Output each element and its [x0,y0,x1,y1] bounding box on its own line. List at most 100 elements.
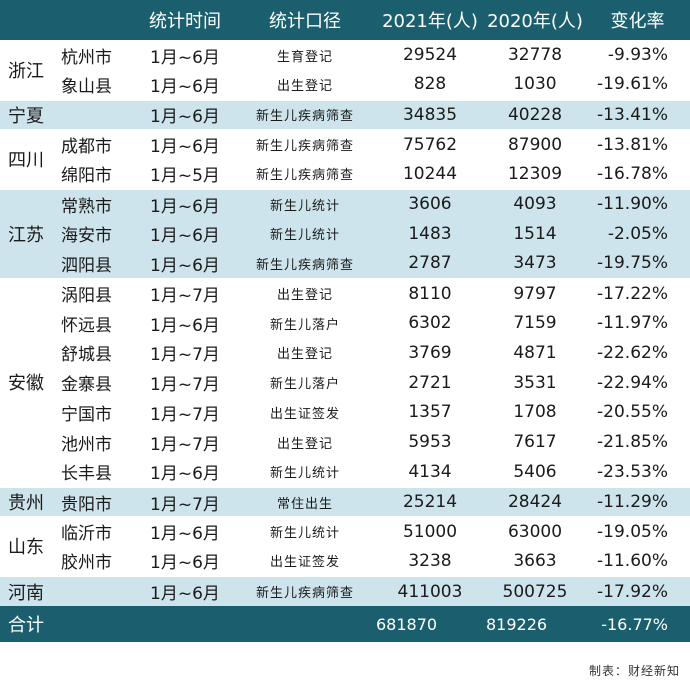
table-row: 宁夏 1月~6月 新生儿疾病筛查 34835 40228 -13.41% [0,98,690,130]
total-2020: 819226 [485,606,585,643]
change-cell: -19.61% [585,69,690,100]
caliber-cell: 出生登记 [235,337,375,368]
city-cell: 金寨县 [55,367,135,398]
table-row: 贵州 贵阳市 1月~7月 常住出生 25214 28424 -11.29% [0,485,690,517]
caliber-cell: 出生登记 [235,277,375,309]
change-cell: -2.05% [585,218,690,249]
value-2020-cell: 1030 [485,69,585,100]
header-province [0,0,55,40]
city-cell: 绵阳市 [55,159,135,189]
city-cell: 舒城县 [55,337,135,368]
city-cell: 涡阳县 [55,277,135,309]
time-cell: 1月~6月 [135,128,235,160]
value-2021-cell: 2787 [375,248,485,279]
city-cell [55,575,135,607]
time-cell: 1月~6月 [135,98,235,130]
table-row: 池州市 1月~7月 出生登记 5953 7617 -21.85% [0,427,690,458]
header-city [55,0,135,40]
value-2020-cell: 87900 [485,128,585,160]
time-cell: 1月~6月 [135,187,235,219]
change-cell: -11.29% [585,485,690,517]
table-row: 象山县 1月~6月 出生登记 828 1030 -19.61% [0,69,690,100]
value-2020-cell: 4093 [485,187,585,219]
value-2021-cell: 34835 [375,98,485,130]
value-2020-cell: 9797 [485,277,585,309]
time-cell: 1月~6月 [135,516,235,547]
table-body: 浙江 杭州市 1月~6月 生育登记 29524 32778 -9.93% 象山县 1月~6月 出生… [0,39,690,607]
value-2020-cell: 1514 [485,218,585,249]
change-cell: -11.90% [585,187,690,219]
city-cell: 贵阳市 [55,485,135,517]
time-cell: 1月~6月 [135,575,235,607]
value-2021-cell: 3606 [375,187,485,219]
table-row: 四川 成都市 1月~6月 新生儿疾病筛查 75762 87900 -13.81% [0,128,690,189]
total-label: 合计 [0,606,375,643]
table-row: 金寨县 1月~7月 新生儿落户 2721 3531 -22.94% [0,367,690,398]
births-table: 统计时间 统计口径 2021年(人) 2020年(人) 变化率 浙江 杭州市 1月~… [0,0,690,643]
caliber-cell: 新生儿统计 [235,516,375,547]
value-2021-cell: 51000 [375,516,485,547]
caliber-cell: 出生证签发 [235,397,375,428]
time-cell: 1月~5月 [135,159,235,189]
total-row: 合计 681870 819226 -16.77% [0,606,690,643]
header-row: 统计时间 统计口径 2021年(人) 2020年(人) 变化率 [0,0,690,40]
caliber-cell: 新生儿统计 [235,187,375,219]
value-2020-cell: 7159 [485,308,585,338]
caliber-cell: 新生儿疾病筛查 [235,159,375,189]
caliber-cell: 新生儿疾病筛查 [235,248,375,279]
time-cell: 1月~7月 [135,427,235,458]
table-row: 胶州市 1月~6月 出生证签发 3238 3663 -11.60% [0,546,690,577]
table-row: 安徽 涡阳县 1月~7月 出生登记 8110 9797 -17.22% [0,277,690,487]
table-row: 海安市 1月~6月 新生儿统计 1483 1514 -2.05% [0,218,690,249]
value-2020-cell: 3663 [485,546,585,577]
table-row: 绵阳市 1月~5月 新生儿疾病筛查 10244 12309 -16.78% [0,159,690,189]
time-cell: 1月~6月 [135,546,235,577]
province-cell: 贵州 [0,485,55,517]
caliber-cell: 出生证签发 [235,546,375,577]
city-cell: 宁国市 [55,397,135,428]
value-2021-cell: 3238 [375,546,485,577]
city-cell: 海安市 [55,218,135,249]
time-cell: 1月~6月 [135,308,235,338]
header-caliber: 统计口径 [269,10,341,32]
table-row: 泗阳县 1月~6月 新生儿疾病筛查 2787 3473 -19.75% [0,248,690,279]
table-row: 怀远县 1月~6月 新生儿落户 6302 7159 -11.97% [0,308,690,338]
change-cell: -17.92% [585,575,690,607]
header-2020: 2020年(人) [487,10,583,32]
table-row: 山东 临沂市 1月~6月 新生儿统计 51000 63000 -19.05% [0,516,690,577]
city-cell: 泗阳县 [55,248,135,279]
value-2021-cell: 4134 [375,457,485,487]
time-cell: 1月~7月 [135,337,235,368]
city-cell: 常熟市 [55,187,135,219]
province-cell: 山东 [0,516,55,577]
value-2021-cell: 5953 [375,427,485,458]
change-cell: -13.81% [585,128,690,160]
time-cell: 1月~6月 [135,457,235,487]
total-change: -16.77% [585,606,690,643]
time-cell: 1月~6月 [135,248,235,279]
value-2021-cell: 10244 [375,159,485,189]
value-2021-cell: 29524 [375,39,485,70]
change-cell: -23.53% [585,457,690,487]
province-cell: 浙江 [0,39,55,100]
change-cell: -20.55% [585,397,690,428]
time-cell: 1月~6月 [135,218,235,249]
value-2020-cell: 40228 [485,98,585,130]
change-cell: -21.85% [585,427,690,458]
table-row: 河南 1月~6月 新生儿疾病筛查 411003 500725 -17.92% [0,575,690,607]
change-cell: -22.94% [585,367,690,398]
table-credit: 制表：财经新知 [588,664,680,678]
caliber-cell: 新生儿落户 [235,308,375,338]
table-row: 浙江 杭州市 1月~6月 生育登记 29524 32778 -9.93% [0,39,690,100]
city-cell: 池州市 [55,427,135,458]
province-cell: 江苏 [0,187,55,279]
value-2021-cell: 8110 [375,277,485,309]
value-2021-cell: 6302 [375,308,485,338]
caliber-cell: 出生登记 [235,69,375,100]
value-2021-cell: 2721 [375,367,485,398]
change-cell: -11.60% [585,546,690,577]
value-2020-cell: 7617 [485,427,585,458]
time-cell: 1月~7月 [135,485,235,517]
value-2021-cell: 1483 [375,218,485,249]
province-cell: 宁夏 [0,98,55,130]
